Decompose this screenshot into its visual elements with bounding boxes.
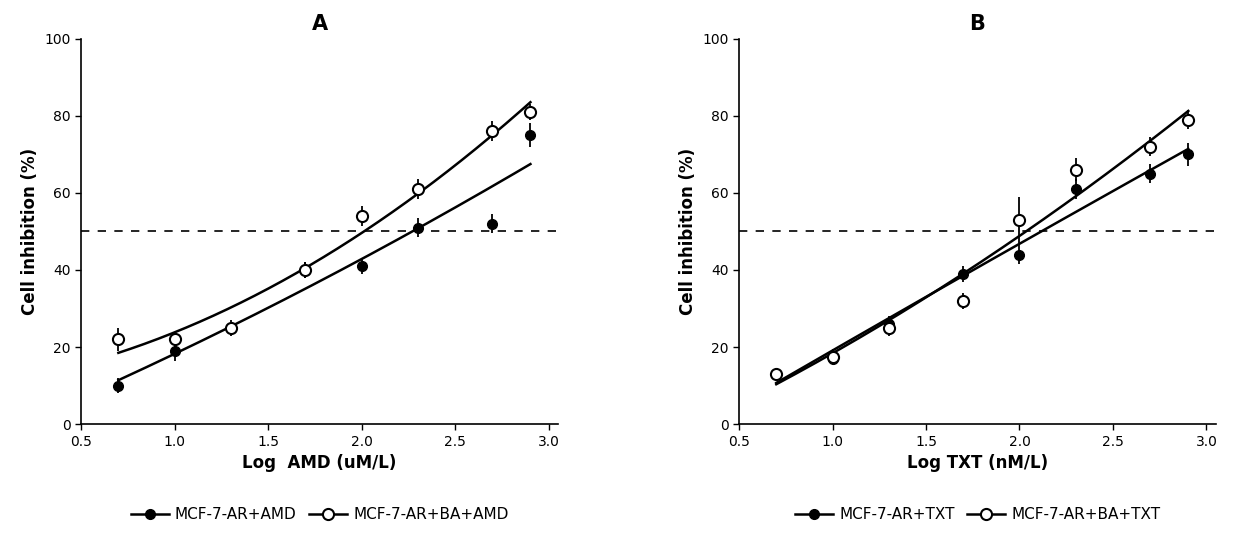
X-axis label: Log  AMD (uM/L): Log AMD (uM/L)	[243, 454, 396, 472]
Legend: MCF-7-AR+AMD, MCF-7-AR+BA+AMD: MCF-7-AR+AMD, MCF-7-AR+BA+AMD	[124, 501, 514, 528]
Title: B: B	[969, 14, 985, 34]
Legend: MCF-7-AR+TXT, MCF-7-AR+BA+TXT: MCF-7-AR+TXT, MCF-7-AR+BA+TXT	[788, 501, 1166, 528]
Y-axis label: Cell inhibition (%): Cell inhibition (%)	[679, 148, 696, 315]
X-axis label: Log TXT (nM/L): Log TXT (nM/L)	[907, 454, 1048, 472]
Title: A: A	[311, 14, 327, 34]
Y-axis label: Cell inhibition (%): Cell inhibition (%)	[21, 148, 38, 315]
